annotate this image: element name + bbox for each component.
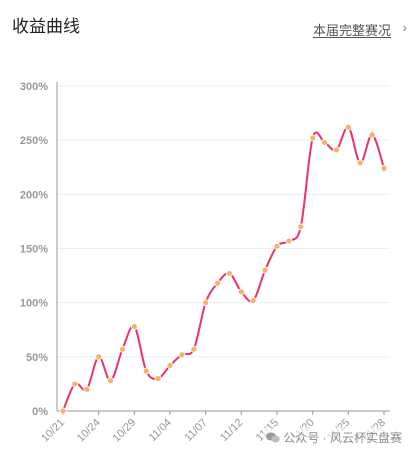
data-point <box>166 362 174 369</box>
data-point <box>107 377 114 385</box>
wechat-icon <box>266 432 281 443</box>
y-tick-label: 250% <box>20 135 48 147</box>
data-point <box>119 345 126 353</box>
data-point <box>202 299 210 307</box>
chevron-right-icon[interactable]: › <box>402 19 407 35</box>
data-point <box>249 297 257 304</box>
y-tick-label: 0% <box>32 406 48 418</box>
page-title: 收益曲线 <box>12 17 80 36</box>
data-point <box>226 270 233 277</box>
data-point <box>130 323 138 330</box>
data-point <box>333 146 340 154</box>
data-point <box>83 385 91 393</box>
data-point <box>380 164 388 172</box>
data-point <box>71 380 79 388</box>
x-tick-label: 11/07 <box>182 417 209 444</box>
data-point <box>190 345 198 353</box>
data-point <box>95 353 103 361</box>
data-point <box>237 288 245 296</box>
data-point <box>285 237 293 245</box>
watermark-text: 公众号 · 风云杯实盘赛 <box>283 431 402 445</box>
x-tick-label: 10/21 <box>39 417 67 445</box>
y-tick-label: 150% <box>20 244 48 256</box>
watermark: 公众号 · 风云杯实盘赛 <box>263 428 405 447</box>
x-tick-label: 11/12 <box>218 417 245 444</box>
data-point <box>59 407 67 415</box>
data-point <box>142 367 150 375</box>
full-results-link[interactable]: 本届完整赛况 <box>312 23 391 38</box>
data-point <box>321 138 328 146</box>
x-tick-label: 10/29 <box>111 417 139 445</box>
x-tick-label: 11/04 <box>147 417 174 444</box>
y-tick-label: 50% <box>26 352 48 364</box>
data-point <box>368 131 376 139</box>
x-tick-label: 10/24 <box>75 417 103 445</box>
y-tick-label: 200% <box>20 189 48 201</box>
data-point <box>261 266 269 274</box>
data-point <box>273 242 281 250</box>
y-tick-label: 100% <box>20 298 48 310</box>
data-point <box>309 134 317 142</box>
data-point <box>344 123 352 131</box>
data-point <box>154 375 162 382</box>
y-tick-label: 300% <box>20 81 48 93</box>
data-point <box>214 279 221 287</box>
data-point <box>356 159 364 167</box>
data-point <box>178 351 186 359</box>
data-point <box>297 223 305 231</box>
series-line <box>62 126 385 412</box>
